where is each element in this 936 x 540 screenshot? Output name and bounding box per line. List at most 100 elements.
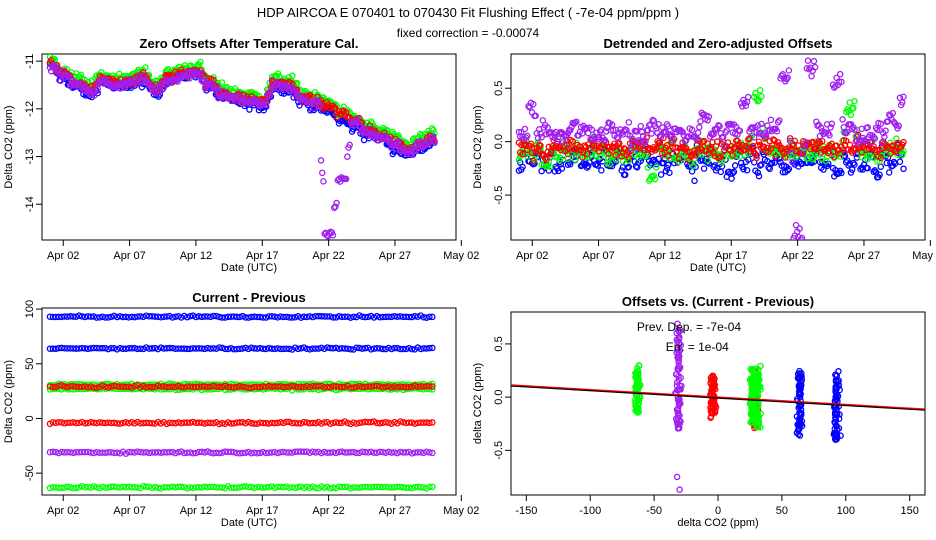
data-point	[84, 483, 92, 491]
data-point	[81, 484, 89, 491]
data-point	[93, 384, 100, 392]
data-point	[227, 420, 235, 427]
data-point	[333, 199, 340, 207]
data-point	[802, 138, 809, 146]
data-point	[347, 346, 354, 353]
y-tick-label: 0.0	[493, 389, 505, 404]
data-point	[704, 157, 711, 164]
data-point	[650, 172, 658, 180]
data-point	[680, 145, 688, 152]
data-point	[350, 384, 357, 391]
x-tick-label: Apr 27	[379, 250, 411, 262]
data-point	[324, 344, 331, 351]
data-point	[280, 383, 287, 391]
data-point	[839, 116, 846, 123]
data-point	[664, 161, 672, 169]
data-point	[189, 449, 197, 457]
data-point	[593, 153, 600, 160]
data-point	[834, 81, 842, 89]
data-point	[246, 106, 253, 113]
data-point	[752, 416, 760, 423]
plot-frame	[41, 307, 457, 496]
data-point	[367, 418, 375, 426]
data-point	[274, 345, 281, 352]
data-point	[315, 103, 322, 110]
data-point	[711, 407, 719, 414]
data-point	[405, 484, 413, 491]
data-point	[189, 418, 197, 426]
data-point	[583, 150, 591, 158]
data-point	[675, 327, 682, 334]
data-point	[826, 132, 833, 139]
data-point	[627, 144, 635, 152]
x-tick-label: Apr 22	[312, 250, 344, 262]
data-point	[850, 146, 857, 153]
data-point	[417, 449, 424, 456]
x-tick-label: Apr 02	[47, 505, 79, 517]
data-point	[102, 449, 109, 456]
data-point	[595, 133, 603, 141]
data-point	[236, 382, 243, 390]
data-point	[751, 408, 759, 415]
data-point	[373, 345, 381, 352]
data-point	[379, 345, 387, 353]
data-point	[558, 165, 566, 172]
data-point	[750, 134, 758, 141]
data-point	[754, 401, 762, 409]
data-point	[713, 138, 721, 145]
data-point	[835, 415, 843, 423]
data-point	[81, 420, 89, 427]
data-point	[405, 383, 413, 391]
data-point	[329, 232, 337, 239]
data-point	[430, 126, 437, 134]
data-point	[836, 70, 844, 78]
data-point	[794, 420, 802, 428]
data-point	[52, 419, 60, 427]
data-point	[87, 313, 95, 320]
data-point	[900, 93, 907, 101]
data-point	[67, 313, 74, 320]
data-point	[148, 345, 156, 352]
data-point	[373, 483, 381, 491]
data-point	[708, 382, 716, 390]
data-point	[728, 121, 735, 128]
data-point	[852, 146, 859, 153]
y-axis-label: Delta CO2 (ppm)	[472, 105, 484, 188]
data-point	[755, 138, 763, 146]
x-tick-label: Apr 27	[379, 505, 411, 517]
data-point	[663, 142, 671, 149]
data-point	[137, 313, 144, 320]
data-point	[831, 409, 839, 416]
data-point	[777, 159, 784, 166]
data-point	[544, 124, 551, 131]
data-point	[606, 160, 613, 168]
data-point	[57, 77, 64, 85]
data-point	[131, 382, 138, 390]
data-point	[251, 313, 258, 320]
data-point	[711, 376, 718, 383]
data-point	[90, 313, 98, 320]
data-point	[210, 312, 217, 320]
data-point	[251, 484, 258, 492]
data-point	[594, 162, 602, 169]
data-point	[341, 483, 349, 491]
data-point	[291, 484, 299, 492]
data-point	[361, 483, 369, 491]
data-point	[717, 168, 725, 176]
panel-detrended-offsets: Detrended and Zero-adjusted Offsets Apr 0…	[472, 36, 936, 274]
data-point	[768, 159, 776, 167]
data-point	[283, 345, 290, 353]
data-point	[417, 484, 424, 491]
annotation-err: Err. = 1e-04	[666, 340, 729, 354]
data-point	[105, 384, 112, 391]
data-point	[195, 419, 203, 426]
data-point	[221, 314, 229, 321]
data-point	[316, 102, 324, 109]
data-point	[864, 155, 871, 163]
y-axis-label: Delta CO2 (ppm)	[3, 360, 15, 443]
data-point	[596, 153, 604, 160]
data-point	[300, 418, 308, 426]
data-point	[172, 313, 179, 320]
data-point	[116, 484, 124, 491]
data-point	[306, 346, 314, 353]
